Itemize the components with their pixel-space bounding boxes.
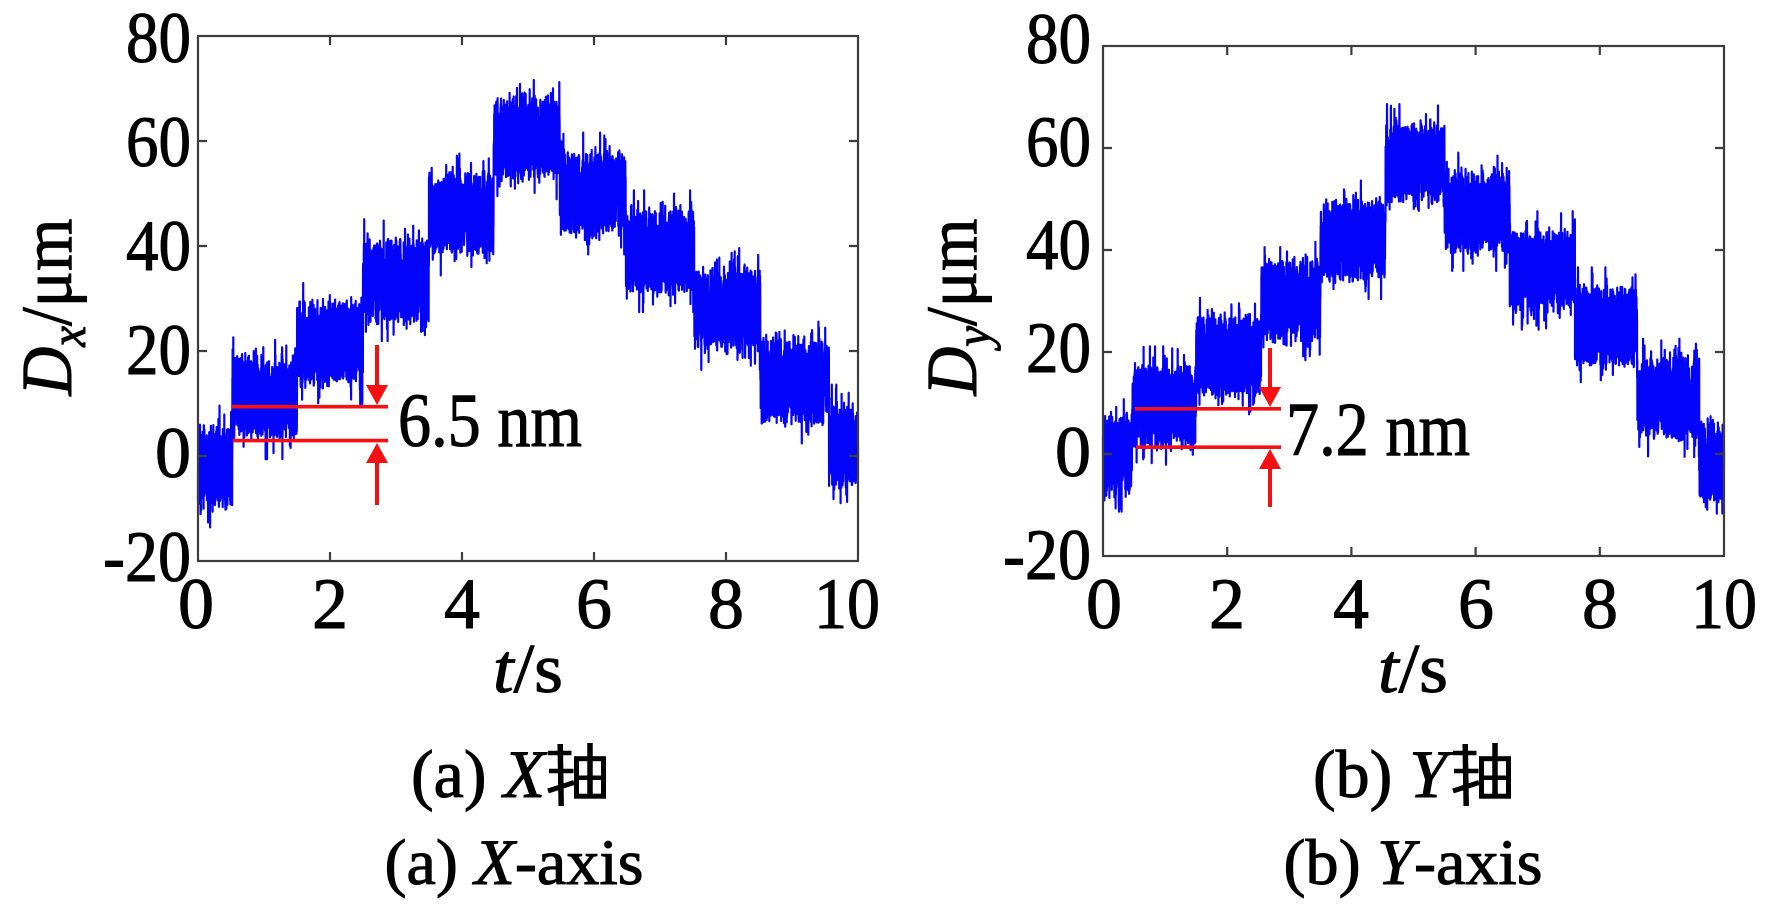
- svg-text:2: 2: [1209, 564, 1245, 644]
- svg-text:(b) Y-axis: (b) Y-axis: [1284, 827, 1543, 899]
- svg-text:(a) X-axis: (a) X-axis: [385, 827, 644, 899]
- svg-text:t/s: t/s: [1378, 631, 1448, 708]
- svg-text:8: 8: [708, 564, 744, 644]
- svg-text:0: 0: [178, 564, 214, 644]
- svg-text:Dx/μm: Dx/μm: [7, 219, 96, 397]
- svg-text:Dy/μm: Dy/μm: [912, 219, 1001, 397]
- svg-text:4: 4: [444, 564, 480, 644]
- svg-text:80: 80: [1026, 0, 1091, 79]
- svg-text:-20: -20: [1003, 515, 1091, 595]
- svg-text:2: 2: [312, 564, 348, 644]
- svg-text:(a) X: (a) X: [411, 736, 547, 812]
- svg-text:(b) Y: (b) Y: [1313, 736, 1453, 812]
- svg-text:6.5 nm: 6.5 nm: [398, 379, 582, 463]
- svg-text:0: 0: [155, 413, 191, 493]
- svg-text:60: 60: [126, 102, 191, 182]
- svg-text:6: 6: [576, 564, 612, 644]
- svg-text:80: 80: [126, 0, 191, 78]
- svg-text:t/s: t/s: [493, 631, 563, 708]
- svg-text:10: 10: [1691, 564, 1757, 644]
- svg-text:-20: -20: [103, 517, 191, 597]
- svg-text:60: 60: [1026, 102, 1091, 182]
- svg-text:8: 8: [1582, 564, 1618, 644]
- svg-text:10: 10: [814, 564, 880, 644]
- svg-text:20: 20: [1026, 308, 1091, 388]
- svg-text:0: 0: [1086, 564, 1122, 644]
- svg-text:6: 6: [1458, 564, 1494, 644]
- svg-text:40: 40: [1026, 205, 1091, 285]
- svg-text:0: 0: [1055, 412, 1091, 492]
- svg-text:40: 40: [126, 206, 191, 286]
- svg-text:20: 20: [126, 310, 191, 390]
- svg-text:7.2 nm: 7.2 nm: [1286, 388, 1470, 472]
- svg-text:4: 4: [1333, 564, 1369, 644]
